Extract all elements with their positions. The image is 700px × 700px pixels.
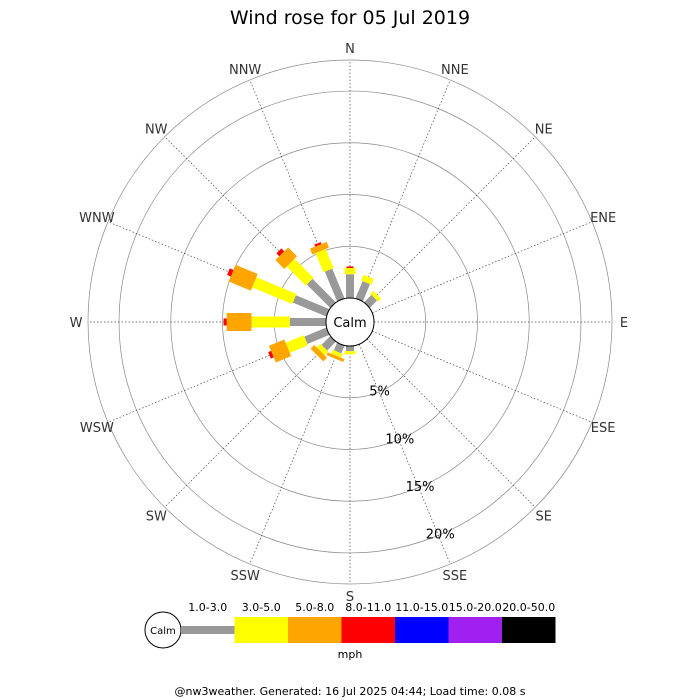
spoke-nne: [358, 79, 451, 300]
bar-nne-bin-2: [361, 274, 374, 285]
bar-nne-bin-1: [355, 281, 371, 302]
ring-label-3: 15%: [406, 480, 435, 495]
spoke-ene: [372, 221, 593, 314]
bar-wnw-bin-2: [252, 277, 297, 305]
spoke-ssw: [249, 344, 342, 565]
bar-wnw-bin-3: [228, 264, 258, 291]
bar-nnw-bin-4: [314, 242, 322, 247]
legend-items: 1.0-3.0 3.0-5.0 5.0-8.0 8.0-11.0 11.0-15.0 15…: [181, 601, 556, 643]
legend-swatch-1: [181, 626, 235, 634]
direction-label-ssw: SSW: [230, 569, 260, 584]
bar-ssw-bin-2: [330, 349, 343, 358]
direction-label-nnw: NNW: [229, 63, 261, 78]
ring-labels: 5% 10% 15% 20%: [369, 385, 454, 543]
direction-label-wsw: WSW: [80, 421, 114, 436]
legend-label-5: 11.0-15.0: [395, 601, 448, 614]
legend-label-1: 1.0-3.0: [188, 601, 227, 614]
calm-label: Calm: [333, 316, 366, 331]
bar-nnw-bin-2: [315, 248, 334, 273]
bar-wnw-bin-4: [227, 268, 234, 277]
footer-text: @nw3weather. Generated: 16 Jul 2025 04:4…: [175, 685, 526, 698]
direction-spokes: [88, 60, 612, 584]
outer-ring: [87, 59, 613, 585]
bar-wsw-bin-4: [268, 350, 274, 359]
legend-label-2: 3.0-5.0: [242, 601, 281, 614]
direction-label-sse: SSE: [442, 569, 467, 584]
bar-wsw-bin-3: [268, 339, 292, 363]
bar-nnw-bin-3: [309, 241, 329, 255]
bar-wnw-bin-1: [292, 295, 330, 317]
spoke-sse: [358, 344, 451, 565]
bar-sw-bin-1: [321, 336, 336, 351]
calm-circle: [325, 297, 375, 347]
bar-sw-bin-2: [316, 343, 329, 356]
legend-label-7: 20.0-50.0: [502, 601, 555, 614]
spoke-ese: [372, 330, 593, 423]
legend-label-6: 15.0-20.0: [449, 601, 502, 614]
bar-ne-bin-1: [364, 294, 378, 308]
legend-swatch-7: [502, 617, 556, 643]
bar-nw-bin-3: [275, 247, 297, 269]
direction-label-w: W: [70, 316, 83, 331]
legend-label-4: 8.0-11.0: [345, 601, 391, 614]
legend-swatch-3: [288, 617, 342, 643]
direction-label-nw: NW: [145, 122, 168, 137]
legend-unit-label: mph: [338, 648, 363, 661]
spoke-ne: [366, 136, 536, 306]
bar-sw-bin-3: [310, 345, 327, 362]
bar-nnw-bin-1: [324, 268, 345, 302]
direction-label-wnw: WNW: [79, 211, 115, 226]
legend-label-3: 5.0-8.0: [295, 601, 334, 614]
ring-label-4: 20%: [426, 528, 455, 543]
direction-label-ene: ENE: [590, 211, 616, 226]
legend: Calm 1.0-3.0 3.0-5.0 5.0-8.0 8.0-11.0 11.0-1…: [144, 601, 556, 661]
calm-center: Calm: [325, 297, 375, 347]
bar-ne-bin-2: [370, 290, 382, 302]
bar-ssw-bin-3: [326, 352, 345, 362]
legend-swatch-6: [448, 617, 502, 643]
bar-nw-bin-2: [286, 258, 314, 286]
legend-swatch-5: [395, 617, 449, 643]
direction-label-nne: NNE: [441, 63, 469, 78]
ring-label-2: 10%: [385, 432, 414, 447]
bar-wsw-bin-2: [285, 335, 308, 353]
direction-label-se: SE: [536, 510, 552, 525]
bar-wsw-bin-1: [304, 327, 330, 344]
bar-ssw-bin-1: [333, 342, 345, 354]
spoke-sw: [164, 338, 334, 508]
ring-2: [222, 194, 478, 450]
direction-label-ne: NE: [535, 122, 553, 137]
bar-nw-bin-4: [276, 248, 285, 257]
direction-label-ese: ESE: [591, 421, 616, 436]
ring-label-1: 5%: [369, 385, 390, 400]
direction-label-n: N: [345, 42, 355, 57]
direction-label-e: E: [620, 316, 628, 331]
direction-label-s: S: [346, 590, 354, 605]
wind-bars: [223, 241, 382, 363]
spoke-se: [366, 338, 536, 508]
direction-label-sw: SW: [146, 510, 167, 525]
legend-swatch-2: [234, 617, 288, 643]
direction-labels: N NNE NE ENE E ESE SE SSE S SSW SW WSW W WNW NW NNW: [70, 42, 629, 605]
chart-title: Wind rose for 05 Jul 2019: [230, 7, 470, 29]
legend-calm-label: Calm: [150, 626, 176, 637]
bar-nw-bin-1: [306, 278, 336, 308]
legend-swatch-4: [341, 617, 395, 643]
